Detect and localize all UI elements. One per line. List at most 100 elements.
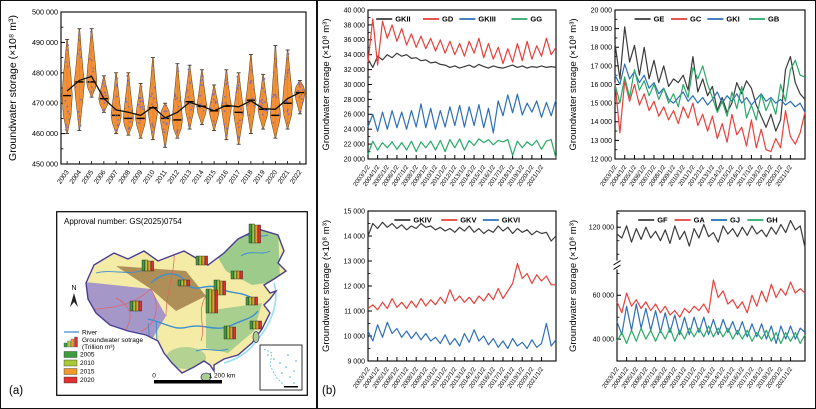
chart-graphic [68, 113, 71, 115]
chart-graphic [213, 120, 215, 123]
chart-graphic [613, 260, 621, 266]
chart-graphic [102, 109, 104, 111]
chart-graphic [210, 101, 213, 104]
chart-graphic [67, 340, 71, 348]
chart-text: GKIII [478, 15, 496, 24]
chart-graphic [209, 107, 212, 109]
chart-graphic [73, 28, 85, 131]
map-bar-charts [129, 223, 262, 340]
chart-text: 480 000 [32, 68, 58, 77]
chart-graphic [614, 260, 620, 270]
chart-graphic [190, 80, 193, 83]
chart-graphic [297, 89, 299, 92]
chart-graphic [616, 325, 806, 345]
chart-text: 14 000 [344, 233, 366, 240]
chart-graphic [116, 83, 118, 86]
chart-graphic [66, 105, 69, 108]
chart-text: 36 000 [344, 37, 366, 44]
chart-graphic [241, 112, 244, 115]
chart-graphic [245, 54, 257, 134]
map-legend: River Groundwater sotrage (Trillion m³) … [63, 330, 143, 384]
chart-graphic [205, 288, 209, 314]
chart-graphic [278, 113, 280, 116]
chart-graphic [185, 91, 188, 94]
chart-graphic [189, 82, 192, 84]
chart-text: GG [530, 15, 542, 24]
chart-text: 2005 [81, 169, 96, 186]
chart-graphic [79, 124, 82, 127]
chart-graphic [110, 72, 122, 134]
chart-graphic [367, 18, 557, 66]
chart-text: 28 000 [344, 97, 366, 104]
chart-graphic [301, 88, 304, 91]
chart-graphic [198, 255, 202, 266]
chart-graphic [183, 279, 187, 287]
chart-graphic [126, 75, 128, 77]
chart-text: 26 000 [344, 112, 366, 119]
chart-graphic [264, 91, 267, 93]
chart-graphic [262, 87, 264, 90]
chart-graphic [212, 98, 215, 101]
chart-graphic [235, 91, 238, 94]
chart-graphic [301, 101, 304, 104]
chart-text: GE [654, 15, 665, 24]
chart-graphic [67, 110, 69, 113]
chart-graphic [95, 270, 142, 274]
chart-graphic [141, 259, 145, 272]
chart-graphic [272, 121, 275, 124]
chart-graphic [199, 94, 202, 97]
chart-graphic [614, 26, 806, 132]
chart-graphic [117, 124, 120, 127]
chart-graphic [174, 95, 177, 98]
chart-graphic [78, 39, 80, 41]
chart-graphic [214, 123, 216, 126]
chart-graphic [614, 59, 806, 121]
chart-graphic [237, 84, 240, 87]
chart-graphic [233, 72, 245, 145]
chart-text: 14 000 [591, 119, 613, 126]
chart-text: 2006 [93, 169, 108, 186]
chart-graphic [300, 94, 303, 96]
chart-text: 2019 [252, 169, 267, 186]
chart-text: 40 000 [593, 336, 615, 343]
taiwan-island [252, 331, 260, 343]
chart-graphic [77, 118, 80, 121]
chart-graphic [201, 255, 205, 266]
chart-graphic [92, 70, 95, 73]
chart-graphic [286, 100, 288, 103]
line-chart-gkii-gd-gkiii-gg: 20 000 22 000 24 000 26 000 28 000 30 000 32 0… [321, 7, 557, 188]
chart-graphic [269, 45, 281, 139]
chart-graphic [208, 288, 212, 314]
chart-text: GA [694, 216, 706, 225]
chart-graphic [274, 48, 277, 51]
chart-graphic [66, 65, 69, 68]
chart-graphic [78, 115, 81, 118]
chart-graphic [68, 118, 71, 121]
chart-text: 13 000 [344, 258, 366, 265]
chart-graphic [159, 102, 171, 148]
chart-graphic [613, 264, 621, 270]
chart-text: 60 000 [593, 293, 615, 300]
chart-text: Groundwater storage (×10⁸ m³) [321, 220, 332, 352]
chart-graphic [265, 109, 268, 112]
chart-graphic [92, 89, 95, 92]
chart-graphic [367, 52, 557, 69]
chart-graphic [272, 71, 275, 74]
chart-text: 20 000 [344, 156, 366, 163]
chart-graphic [138, 103, 140, 106]
chart-text: GH [766, 216, 777, 225]
chart-text: 2014 [191, 169, 206, 186]
chart-graphic [286, 57, 288, 60]
chart-graphic [163, 110, 166, 113]
chart-graphic [250, 79, 253, 82]
chart-text: 38 000 [344, 22, 366, 29]
chart-graphic [367, 93, 557, 134]
legend-label-2015: 2015 [80, 369, 95, 376]
chart-graphic [112, 109, 115, 112]
legend-label-2020: 2020 [80, 377, 95, 384]
chart-text: 16 000 [591, 82, 613, 89]
chart-graphic [224, 96, 226, 98]
chart-graphic [124, 97, 127, 100]
chart-graphic [154, 86, 156, 89]
chart-text: 9 000 [347, 358, 365, 365]
